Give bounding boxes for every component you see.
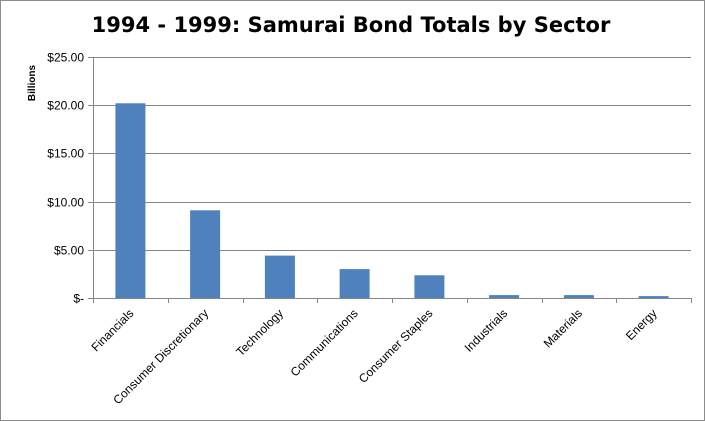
bar bbox=[339, 269, 370, 298]
y-tick-label: $15.00 bbox=[47, 147, 84, 161]
x-tick-label: Consumer Staples bbox=[356, 306, 436, 386]
bars bbox=[115, 103, 669, 298]
bar bbox=[414, 275, 445, 298]
chart-title: 1994 - 1999: Samurai Bond Totals by Sect… bbox=[92, 13, 611, 37]
bar bbox=[190, 210, 221, 298]
y-axis-label: Billions bbox=[27, 65, 38, 102]
x-tick-label: Technology bbox=[233, 306, 286, 359]
bar bbox=[264, 255, 295, 298]
bar bbox=[489, 295, 520, 298]
y-tick-label: $5.00 bbox=[54, 244, 84, 258]
y-tick-label: $10.00 bbox=[47, 196, 84, 210]
bar bbox=[115, 103, 146, 298]
y-tick-label: $- bbox=[73, 292, 84, 306]
x-tick-label: Communications bbox=[288, 306, 361, 379]
x-tick-label: Industrials bbox=[462, 306, 511, 355]
gridlines bbox=[88, 57, 691, 299]
y-tick-labels: $- $5.00 $10.00 $15.00 $20.00 $25.00 bbox=[47, 51, 84, 306]
y-tick-label: $20.00 bbox=[47, 99, 84, 113]
x-tick-label: Energy bbox=[623, 306, 660, 343]
bar bbox=[563, 295, 594, 298]
y-tick-label: $25.00 bbox=[47, 51, 84, 65]
x-tick-label: Materials bbox=[541, 306, 585, 350]
axes bbox=[93, 57, 692, 303]
bar bbox=[638, 296, 669, 298]
x-tick-label: Financials bbox=[88, 306, 136, 354]
